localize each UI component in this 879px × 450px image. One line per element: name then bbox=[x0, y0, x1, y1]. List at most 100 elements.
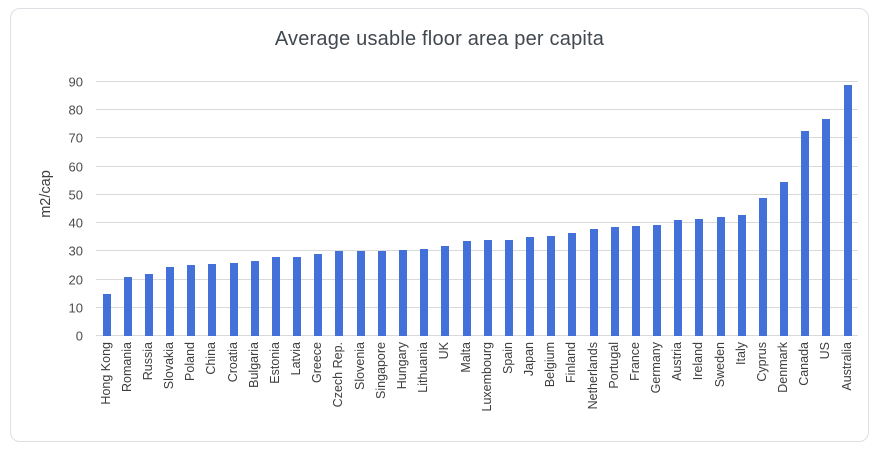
x-axis-label: Spain bbox=[500, 342, 515, 374]
bar-column: Romania bbox=[117, 82, 138, 392]
bar bbox=[377, 251, 386, 336]
bar-column: Lithuania bbox=[414, 82, 435, 393]
bar bbox=[293, 256, 302, 336]
bar bbox=[589, 228, 598, 336]
bar-column: Cyprus bbox=[752, 82, 773, 382]
y-tick-label: 50 bbox=[68, 187, 83, 203]
bar bbox=[653, 224, 662, 336]
x-axis-label: Germany bbox=[649, 342, 664, 394]
gridline bbox=[96, 222, 858, 224]
x-axis-label: Denmark bbox=[776, 342, 791, 393]
x-axis-label: Japan bbox=[522, 342, 537, 377]
bar bbox=[229, 262, 238, 336]
x-axis-label: China bbox=[204, 342, 219, 375]
bar-column: Portugal bbox=[604, 82, 625, 389]
y-tick-label: 70 bbox=[68, 130, 83, 146]
bar-column: France bbox=[625, 82, 646, 381]
bar-column: UK bbox=[435, 82, 456, 359]
y-axis-title: m2/cap bbox=[38, 170, 55, 218]
bar-column: Finland bbox=[562, 82, 583, 383]
bar bbox=[483, 240, 492, 336]
bar bbox=[144, 273, 153, 336]
y-tick-label: 0 bbox=[75, 328, 83, 344]
bar bbox=[568, 233, 577, 336]
bar bbox=[420, 248, 429, 336]
x-axis-label: Malta bbox=[458, 342, 473, 373]
bar bbox=[801, 131, 810, 336]
chart-card: Average usable floor area per capita 0 10… bbox=[10, 8, 869, 442]
x-axis-label: Romania bbox=[119, 342, 134, 393]
x-axis-label: Slovakia bbox=[162, 342, 177, 390]
bar bbox=[102, 293, 111, 336]
bar-column: Netherlands bbox=[583, 82, 604, 409]
bar bbox=[187, 265, 196, 336]
bar bbox=[843, 84, 852, 336]
x-axis-label: Slovenia bbox=[352, 342, 367, 390]
bar-column: Hungary bbox=[392, 82, 413, 389]
bar bbox=[356, 251, 365, 336]
bar bbox=[695, 218, 704, 336]
y-tick-label: 90 bbox=[68, 74, 83, 90]
x-axis-label: Czech Rep. bbox=[331, 342, 346, 408]
bar bbox=[314, 254, 323, 336]
x-axis-label: Belgium bbox=[543, 342, 558, 388]
bar bbox=[674, 220, 683, 336]
y-tick-label: 20 bbox=[68, 272, 83, 288]
x-axis-baseline bbox=[96, 335, 858, 336]
x-axis-label: Cyprus bbox=[755, 342, 770, 382]
bar-column: Latvia bbox=[287, 82, 308, 375]
bar bbox=[123, 276, 132, 336]
bar bbox=[758, 197, 767, 336]
bar-column: Ireland bbox=[689, 82, 710, 380]
x-axis-label: Croatia bbox=[225, 342, 240, 383]
x-axis-label: Italy bbox=[733, 342, 748, 365]
x-axis-label: UK bbox=[437, 342, 452, 360]
y-tick-label: 30 bbox=[68, 243, 83, 259]
gridline bbox=[96, 278, 858, 280]
bar bbox=[441, 245, 450, 336]
x-axis-label: Portugal bbox=[606, 342, 621, 389]
gridline bbox=[96, 193, 858, 195]
x-axis-label: Hungary bbox=[395, 342, 410, 390]
bar-column: Italy bbox=[731, 82, 752, 365]
bar bbox=[504, 240, 513, 336]
x-axis-label: US bbox=[818, 342, 833, 360]
x-axis-label: Latvia bbox=[289, 342, 304, 376]
gridline bbox=[96, 81, 858, 82]
bar-column: Greece bbox=[308, 82, 329, 383]
bar bbox=[716, 217, 725, 336]
x-axis-label: Singapore bbox=[373, 342, 388, 399]
bar-column: Sweden bbox=[710, 82, 731, 387]
x-axis-label: France bbox=[628, 342, 642, 381]
x-axis-label: Estonia bbox=[268, 342, 283, 384]
x-axis-label: Netherlands bbox=[585, 342, 600, 410]
x-axis-label: Canada bbox=[797, 342, 812, 386]
bar-column: Russia bbox=[138, 82, 159, 380]
bar-column: Slovenia bbox=[350, 82, 371, 390]
x-axis-label: Greece bbox=[310, 342, 325, 383]
x-axis-label: Poland bbox=[183, 342, 198, 381]
y-tick-label: 80 bbox=[68, 102, 83, 118]
y-tick-label: 40 bbox=[68, 215, 83, 231]
bar-column: Czech Rep. bbox=[329, 82, 350, 407]
x-axis-label: Australia bbox=[839, 342, 854, 391]
bar-column: Croatia bbox=[223, 82, 244, 382]
bar bbox=[822, 118, 831, 336]
bar-column: Japan bbox=[519, 82, 540, 376]
bar-column: Bulgaria bbox=[244, 82, 265, 388]
chart-title: Average usable floor area per capita bbox=[274, 28, 605, 50]
plot-area: 0 10 20 30 40 50 60 70 80 90 m2/cap Hong Kong Roma… bbox=[38, 75, 858, 412]
gridline bbox=[96, 250, 858, 252]
x-axis-label: Lithuania bbox=[416, 342, 431, 393]
bar-column: Spain bbox=[498, 82, 519, 374]
y-tick-label: 60 bbox=[68, 159, 83, 175]
bar bbox=[526, 237, 535, 336]
gridline bbox=[96, 109, 858, 111]
bar bbox=[462, 241, 471, 336]
bar-column: Luxembourg bbox=[477, 82, 498, 412]
bar bbox=[547, 235, 556, 336]
x-axis-label: Russia bbox=[141, 342, 156, 381]
bar bbox=[610, 227, 619, 336]
bar-column: Austria bbox=[668, 82, 689, 381]
x-axis-label: Austria bbox=[670, 342, 685, 381]
